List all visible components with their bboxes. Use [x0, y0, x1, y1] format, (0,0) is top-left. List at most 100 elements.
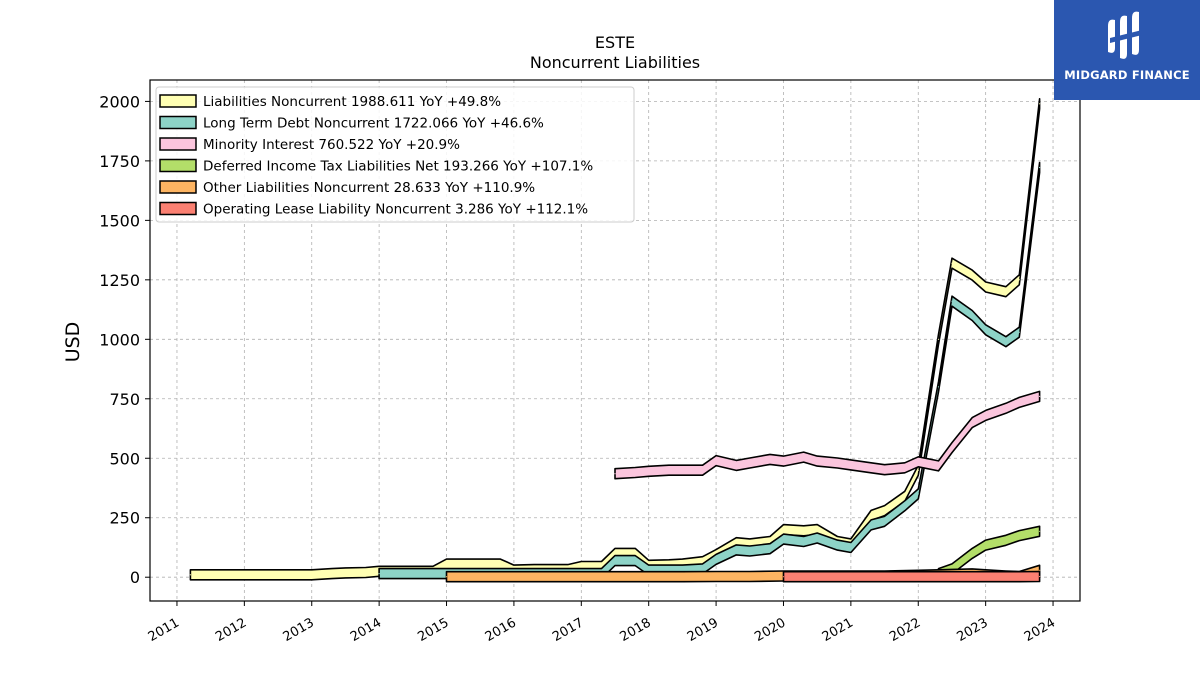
y-tick-label: 1000 — [99, 330, 140, 349]
x-tick-label: 2019 — [685, 615, 721, 645]
data-point — [412, 573, 414, 575]
data-point — [782, 460, 785, 462]
data-point — [985, 544, 987, 546]
data-point — [917, 576, 919, 578]
data-point — [749, 543, 751, 545]
data-point — [432, 573, 434, 575]
data-point — [1018, 279, 1020, 281]
data-point — [365, 571, 367, 574]
midgard-logo-icon — [1108, 11, 1142, 59]
data-point — [634, 560, 636, 562]
y-tick-label: 750 — [109, 390, 140, 409]
data-point — [951, 576, 953, 578]
data-point — [1039, 575, 1041, 578]
legend-swatch — [159, 180, 197, 194]
data-point — [702, 469, 704, 471]
x-tick-label: 2014 — [348, 615, 384, 645]
data-point — [297, 574, 299, 576]
legend-label: Long Term Debt Noncurrent 1722.066 YoY +… — [203, 116, 544, 132]
data-point — [816, 576, 818, 578]
data-point — [702, 568, 704, 570]
data-point — [445, 576, 448, 578]
data-point — [735, 464, 737, 466]
legend-swatch — [159, 137, 197, 151]
x-tick-label: 2016 — [483, 615, 519, 645]
data-point — [681, 576, 684, 578]
data-point — [769, 540, 771, 543]
data-point — [668, 469, 670, 471]
x-tick-label: 2013 — [281, 615, 317, 645]
series-minority-interest — [614, 390, 1041, 480]
x-tick-label: 2022 — [887, 615, 923, 645]
legend: Liabilities Noncurrent 1988.611 YoY +49.… — [155, 86, 635, 223]
data-point — [884, 510, 886, 512]
y-axis-label: USD — [62, 322, 84, 363]
y-tick-label: 500 — [109, 449, 140, 468]
data-point — [668, 569, 670, 571]
data-point — [614, 473, 616, 475]
data-point — [917, 493, 919, 495]
data-point — [715, 460, 717, 462]
data-point — [951, 447, 953, 449]
data-point — [917, 461, 919, 463]
data-point — [870, 467, 872, 469]
legend-label: Minority Interest 760.522 YoY +20.9% — [203, 137, 460, 153]
data-point — [816, 529, 818, 531]
legend-swatch — [159, 158, 197, 173]
data-point — [1039, 103, 1041, 105]
data-point — [648, 470, 650, 472]
series-band — [782, 570, 1041, 583]
data-point — [803, 530, 805, 532]
data-point — [634, 552, 636, 555]
data-point — [816, 460, 818, 462]
legend-label: Deferred Income Tax Liabilities Net 193.… — [203, 159, 593, 175]
data-point — [547, 576, 549, 578]
data-point — [1018, 576, 1020, 578]
data-point — [836, 462, 839, 464]
data-point — [884, 576, 886, 578]
data-point — [715, 575, 717, 578]
x-tick-label: 2021 — [820, 615, 856, 645]
chart-subtitle: Noncurrent Liabilities — [530, 53, 700, 72]
x-tick-label: 2015 — [415, 615, 451, 645]
data-point — [870, 524, 872, 526]
data-point — [1039, 395, 1041, 397]
data-point — [499, 563, 501, 565]
data-point — [803, 540, 805, 543]
data-point — [277, 574, 279, 576]
data-point — [311, 574, 313, 576]
data-point — [1005, 539, 1007, 541]
data-point — [243, 574, 245, 576]
data-point — [971, 422, 973, 424]
data-point — [230, 574, 232, 576]
data-point — [985, 576, 987, 578]
legend-label: Liabilities Noncurrent 1988.611 YoY +49.… — [203, 94, 501, 110]
series-long-term-debt-noncurrent — [378, 161, 1041, 580]
legend-swatch — [159, 115, 197, 130]
data-point — [479, 576, 481, 578]
data-point — [1005, 291, 1007, 293]
legend-box — [155, 86, 635, 223]
legend-swatch — [159, 94, 197, 108]
data-point — [971, 552, 973, 555]
data-point — [264, 574, 266, 576]
x-tick-label: 2023 — [954, 615, 990, 645]
data-point — [782, 576, 785, 578]
data-point — [1039, 166, 1041, 169]
chart-title: ESTE — [595, 33, 635, 52]
data-point — [850, 576, 852, 578]
data-point — [769, 458, 771, 460]
data-point — [344, 572, 346, 574]
y-tick-label: 250 — [109, 509, 140, 528]
data-point — [971, 314, 973, 317]
data-point — [749, 575, 751, 578]
data-point — [850, 464, 852, 466]
data-point — [648, 569, 650, 571]
x-tick-label: 2017 — [550, 615, 586, 645]
data-point — [749, 462, 751, 464]
data-point — [782, 529, 785, 531]
legend-swatch — [159, 201, 197, 216]
data-point — [937, 465, 940, 467]
y-tick-label: 0 — [130, 568, 140, 587]
